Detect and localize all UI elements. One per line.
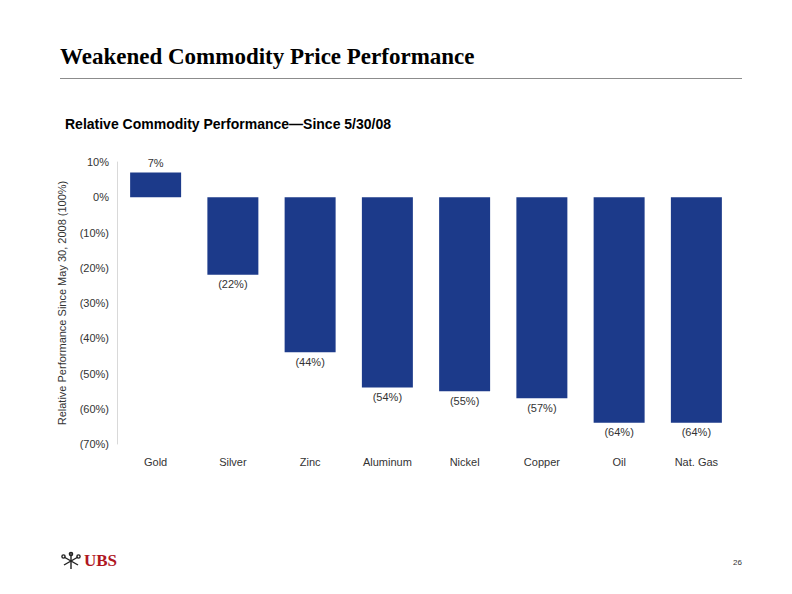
svg-text:(64%): (64%) bbox=[682, 426, 711, 438]
svg-text:7%: 7% bbox=[148, 157, 164, 169]
svg-text:(70%): (70%) bbox=[80, 438, 109, 450]
svg-text:(50%): (50%) bbox=[80, 368, 109, 380]
svg-text:Zinc: Zinc bbox=[300, 456, 321, 468]
svg-text:Relative Commodity Performance: Relative Commodity Performance—Since 5/3… bbox=[65, 116, 391, 132]
svg-text:Gold: Gold bbox=[144, 456, 167, 468]
svg-text:Copper: Copper bbox=[524, 456, 560, 468]
svg-text:(64%): (64%) bbox=[604, 426, 633, 438]
svg-text:(30%): (30%) bbox=[80, 297, 109, 309]
svg-text:(57%): (57%) bbox=[527, 402, 556, 414]
svg-text:Relative Performance Since May: Relative Performance Since May 30, 2008 … bbox=[56, 181, 68, 426]
svg-text:(20%): (20%) bbox=[80, 262, 109, 274]
svg-text:(60%): (60%) bbox=[80, 403, 109, 415]
svg-text:Aluminum: Aluminum bbox=[363, 456, 412, 468]
svg-text:(44%): (44%) bbox=[295, 356, 324, 368]
html-text:Weakened Commodity Price Perfo: Weakened Commodity Price Performance bbox=[60, 44, 475, 69]
svg-text:(54%): (54%) bbox=[373, 391, 402, 403]
svg-text:10%: 10% bbox=[87, 156, 109, 168]
svg-text:Oil: Oil bbox=[612, 456, 625, 468]
svg-text:Nickel: Nickel bbox=[450, 456, 480, 468]
svg-text:(55%): (55%) bbox=[450, 395, 479, 407]
svg-text:0%: 0% bbox=[93, 191, 109, 203]
svg-text:(22%): (22%) bbox=[218, 278, 247, 290]
html-text:UBS: UBS bbox=[84, 551, 118, 570]
svg-text:Nat. Gas: Nat. Gas bbox=[675, 456, 719, 468]
svg-text:Silver: Silver bbox=[219, 456, 247, 468]
svg-text:(10%): (10%) bbox=[80, 227, 109, 239]
html-text:26: 26 bbox=[733, 558, 742, 567]
svg-text:(40%): (40%) bbox=[80, 332, 109, 344]
